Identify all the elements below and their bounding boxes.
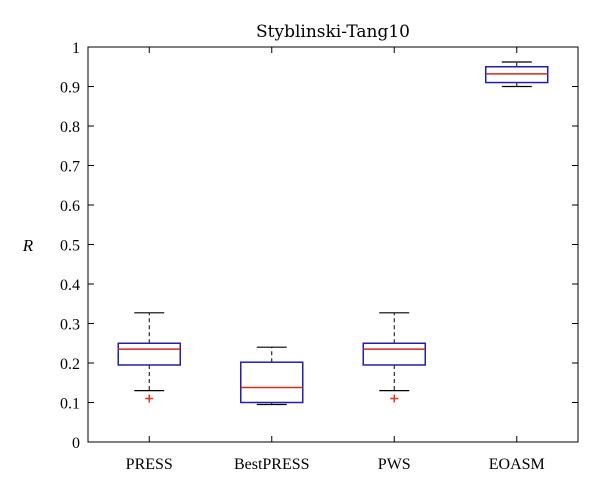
x-axis-ticks: PRESS BestPRESS PWS EOASM xyxy=(126,47,545,473)
x-tick-label: BestPRESS xyxy=(234,456,310,473)
y-tick-label: 0.2 xyxy=(60,356,80,373)
box-body xyxy=(485,66,549,84)
box-series xyxy=(117,61,549,406)
y-tick-label: 0.3 xyxy=(60,317,80,334)
box-body xyxy=(362,342,426,366)
y-tick-label: 0.9 xyxy=(60,80,80,97)
box-eoasm xyxy=(485,61,549,88)
y-tick-label: 0.6 xyxy=(60,198,80,215)
box-body xyxy=(240,361,304,404)
plot-area-frame xyxy=(87,46,579,443)
y-tick-label: 0.5 xyxy=(60,238,80,255)
y-axis-ticks: 0 0.1 0.2 0.3 0.4 0.5 0.6 0.7 0.8 0.9 1 xyxy=(60,40,578,452)
outlier-marker xyxy=(145,394,154,403)
chart-title: Styblinski-Tang10 xyxy=(256,22,410,42)
outlier-marker xyxy=(390,394,399,403)
box-press xyxy=(117,312,181,403)
x-tick-label: EOASM xyxy=(489,456,545,473)
y-tick-label: 0 xyxy=(72,435,80,452)
y-tick-label: 1 xyxy=(72,40,80,57)
y-tick-label: 0.7 xyxy=(60,159,80,176)
x-tick-label: PWS xyxy=(378,456,411,473)
box-body xyxy=(117,342,181,366)
x-tick-label: PRESS xyxy=(126,456,173,473)
y-axis-label: R xyxy=(22,236,34,255)
y-tick-label: 0.4 xyxy=(60,277,80,294)
box-pws xyxy=(362,312,426,403)
box-bestpress xyxy=(240,346,304,406)
y-tick-label: 0.1 xyxy=(60,396,80,413)
y-tick-label: 0.8 xyxy=(60,119,80,136)
